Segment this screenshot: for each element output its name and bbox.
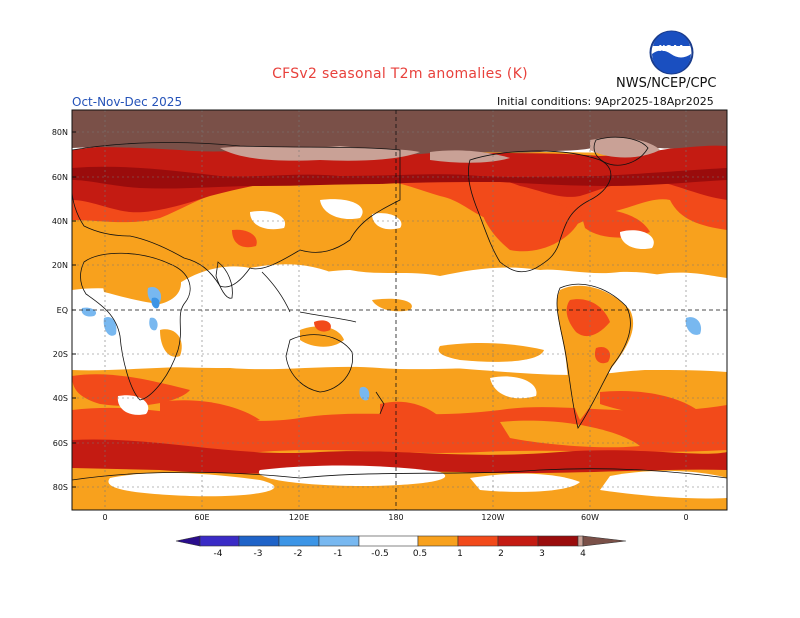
lat-label-80n: 80N [52, 128, 68, 137]
logo-text: NOAA [659, 44, 685, 53]
lon-label-180: 180 [388, 513, 403, 522]
colorbar-bin-3-4 [537, 535, 579, 547]
lat-label-60n: 60N [52, 173, 68, 182]
lat-ticks [72, 131, 76, 488]
colorbar-label-2: 2 [498, 549, 504, 559]
lat-label-40s: 40S [53, 394, 68, 403]
equator-dateline [72, 110, 727, 510]
season-label: Oct-Nov-Dec 2025 [72, 95, 183, 109]
lat-label-eq: EQ [57, 306, 68, 315]
lat-label-40n: 40N [52, 217, 68, 226]
noaa-logo-icon: NOAA [649, 30, 694, 75]
colorbar-bin-minus3-minus2 [238, 535, 280, 547]
agency-label: NWS/NCEP/CPC [616, 76, 717, 91]
colorbar-label-minus3: -3 [254, 549, 263, 559]
lon-label-60e: 60E [194, 513, 209, 522]
colorbar-bin-lt-minus4 [175, 535, 201, 547]
colorbar-label-minus4: -4 [214, 549, 223, 559]
lon-label-120w: 120W [481, 513, 504, 522]
lon-label-0-east: 0 [683, 513, 688, 522]
colorbar-bin-05-1 [417, 535, 459, 547]
colorbar-label-minus1: -1 [334, 549, 343, 559]
lat-label-60s: 60S [53, 439, 68, 448]
colorbar-label-minus05: -0.5 [371, 549, 389, 559]
colorbar-bin-minus4-minus3 [199, 535, 240, 547]
colorbar-bin-minus1-minus05 [318, 535, 360, 547]
map-title: CFSv2 seasonal T2m anomalies (K) [272, 66, 528, 82]
lon-label-120e: 120E [289, 513, 309, 522]
lat-label-80s: 80S [53, 483, 68, 492]
colorbar-bin-2-3 [497, 535, 539, 547]
colorbar-label-minus2: -2 [294, 549, 303, 559]
colorbar-bin-gt-4 [582, 535, 627, 547]
initial-conditions-label: Initial conditions: 9Apr2025-18Apr2025 [497, 95, 714, 108]
lat-label-20s: 20S [53, 350, 68, 359]
colorbar-bin-neutral [358, 535, 419, 547]
colorbar-bin-minus2-minus1 [278, 535, 320, 547]
lon-label-0: 0 [102, 513, 107, 522]
lat-label-20n: 20N [52, 261, 68, 270]
colorbar-bin-1-2 [457, 535, 499, 547]
colorbar-label-05: 0.5 [413, 549, 427, 559]
colorbar-label-1: 1 [457, 549, 463, 559]
graticule [72, 110, 727, 510]
lon-label-60w: 60W [581, 513, 599, 522]
colorbar-label-4: 4 [580, 549, 586, 559]
coastlines [72, 136, 727, 481]
colorbar-bin-4-plus [577, 535, 584, 547]
colorbar-label-3: 3 [539, 549, 545, 559]
